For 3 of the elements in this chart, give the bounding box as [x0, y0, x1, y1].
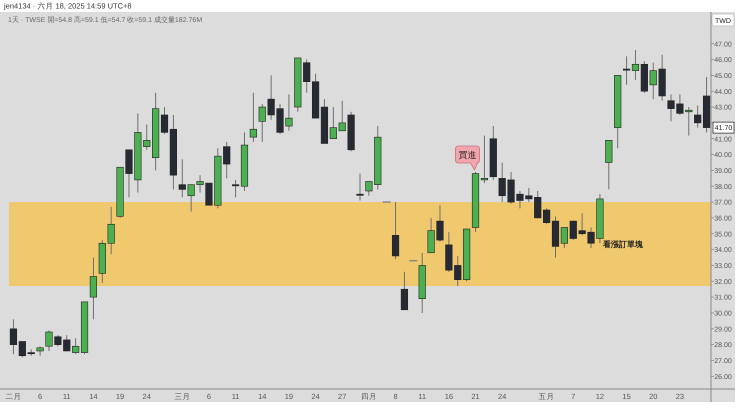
annotation: 買進 [458, 150, 477, 160]
band-label: 看漲訂單塊 [602, 240, 644, 250]
annotation: 買進 [455, 146, 480, 170]
